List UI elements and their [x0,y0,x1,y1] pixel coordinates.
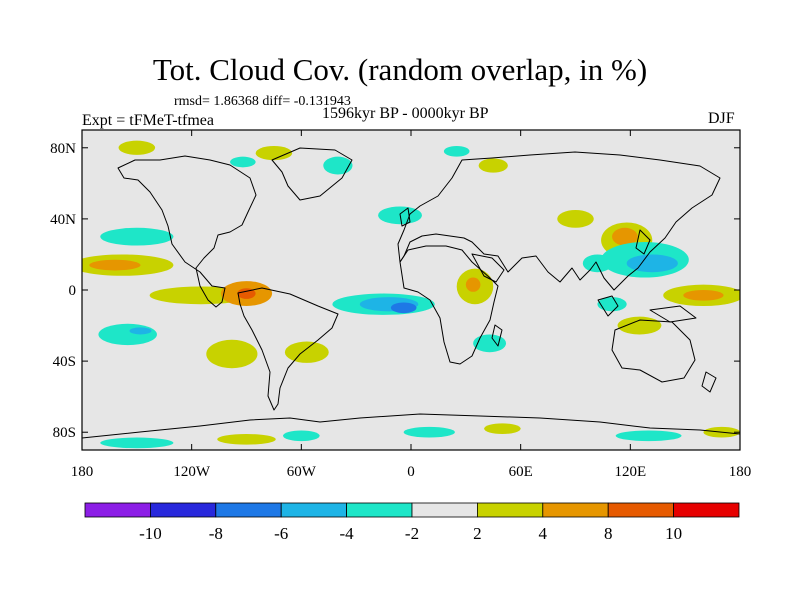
anomaly-patch [284,341,329,363]
anomaly-patch [129,327,152,335]
anomaly-patch [237,288,256,299]
anomaly-patch [617,316,662,335]
lat-tick-label: 80S [53,425,76,441]
coastline-africa [399,245,499,365]
colorbar-label: -10 [139,524,162,543]
colorbar-boxes [84,502,740,518]
coastline-north-america [117,155,257,308]
colorbar-box [476,502,544,518]
colorbar-box [542,502,609,518]
anomaly-patch [478,158,508,173]
anomaly-patch [484,423,521,434]
anomaly-patch [465,277,481,292]
lon-tick-label: 60W [287,464,317,480]
anomaly-patch [283,430,320,442]
coastline-japan [635,229,651,255]
anomaly-patch [612,227,638,246]
anomaly-patch [323,156,353,175]
colorbar-label: 10 [665,524,682,543]
anomaly-layer [82,140,740,449]
map-panel: 80N 40N 0 40S 80S 180 120W 60W 0 60E 120E 180 [50,129,751,480]
colorbar-box [607,502,675,518]
stats-label: rmsd= 1.86368 diff= -0.131943 [174,94,351,109]
colorbar-box [673,502,740,518]
anomaly-patch [443,146,470,157]
period-label: 1596kyr BP - 0000kyr BP [322,105,489,122]
coastline-madagascar [491,324,503,347]
lon-tick-label: 120E [614,464,646,480]
anomaly-patch [100,227,174,246]
lat-tick-label: 40N [50,212,76,228]
colorbar-label: -8 [209,524,223,543]
season-label: DJF [708,110,735,127]
colorbar-label: -6 [274,524,288,543]
colorbar-box [215,502,282,518]
anomaly-patch [206,339,258,369]
anomaly-patch [683,290,724,301]
anomaly-patch [557,210,594,228]
colorbar-labels: -10 -8 -6 -4 -2 2 4 8 10 [139,524,682,543]
anomaly-patch [626,254,678,273]
colorbar: -10 -8 -6 -4 -2 2 4 8 10 [84,502,740,543]
coastline-new-zealand [701,371,717,393]
colorbar-label: 8 [604,524,613,543]
colorbar-box [280,502,348,518]
coastline-eurasia [397,151,721,291]
lat-tick-label: 80N [50,141,76,157]
colorbar-box [346,502,413,518]
anomaly-patch [473,334,507,353]
coastline-arabia [471,253,505,283]
coastline-new-guinea [649,305,697,323]
figure-title: Tot. Cloud Cov. (random overlap, in %) [152,52,648,87]
coastline-uk [399,207,411,227]
lon-tick-label: 180 [71,464,94,480]
lat-tick-label: 40S [53,354,76,370]
colorbar-box [149,502,217,518]
colorbar-box [84,502,151,518]
experiment-label: Expt = tFMeT-tfmea [82,112,214,129]
lon-tick-label: 180 [729,464,752,480]
coastline-borneo [597,295,619,317]
anomaly-patch [255,146,293,161]
colorbar-label: 2 [473,524,482,543]
anomaly-patch [403,426,455,438]
anomaly-patch [89,259,141,271]
anomaly-patch [100,437,174,449]
anomaly-patch [217,434,276,445]
coastlines [82,147,740,439]
anomaly-patch [390,302,417,314]
coastline-south-america [237,287,339,411]
lat-tick-label: 0 [69,283,77,299]
coastline-antarctica [82,413,740,439]
anomaly-patch [230,156,256,168]
anomaly-patch [98,323,157,346]
coastline-australia [611,319,696,383]
anomaly-patch [615,430,682,442]
colorbar-label: -4 [340,524,355,543]
coastline-greenland [271,147,353,201]
colorbar-label: -2 [405,524,419,543]
colorbar-box [411,502,478,518]
colorbar-label: 4 [539,524,548,543]
lon-tick-label: 0 [407,464,415,480]
anomaly-patch [582,254,613,273]
anomaly-patch [597,297,627,312]
anomaly-patch [118,140,156,155]
lon-tick-label: 60E [509,464,533,480]
axis-layer: 80N 40N 0 40S 80S 180 120W 60W 0 60E 120E 180 [50,130,751,480]
lon-tick-label: 120W [173,464,211,480]
